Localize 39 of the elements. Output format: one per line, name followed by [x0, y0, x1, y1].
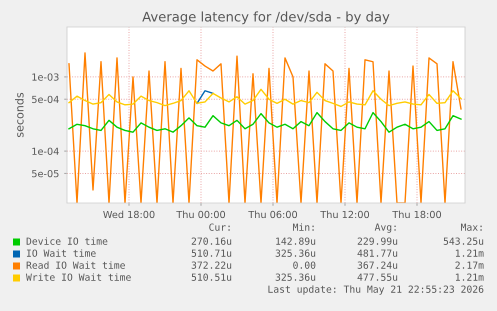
chart-title: Average latency for /dev/sda - by day [142, 11, 390, 24]
y-tick-label: 5e-04 [32, 96, 59, 104]
text: Avg: [374, 224, 396, 233]
x-tick-label: Thu 00:00 [176, 210, 226, 218]
legend-label: Write IO Wait time [26, 273, 131, 281]
text: 2.17m [455, 261, 484, 269]
y-axis-title: seconds [15, 92, 24, 138]
text: 142.89u [276, 237, 316, 245]
legend-label: IO Wait time [26, 249, 96, 257]
text: 510.51u [192, 273, 232, 281]
text: 543.25u [444, 237, 484, 245]
x-tick-label: Thu 18:00 [392, 210, 442, 218]
text: 325.36u [276, 249, 316, 257]
text: Min: [292, 223, 314, 231]
text: 1.21m [456, 249, 484, 257]
text: 510.71u [192, 249, 232, 257]
line-series [68, 52, 462, 203]
y-tick-label: 1e-03 [32, 73, 59, 81]
y-tick-label: 1e-04 [32, 148, 59, 155]
legend-label: Read IO Wait time [26, 261, 125, 269]
text: 1.21m [456, 273, 484, 281]
line-series [68, 112, 462, 133]
x-tick-label: Thu 12:00 [320, 210, 370, 218]
x-tick-label: Thu 06:00 [248, 210, 298, 218]
legend-label: Device IO time [26, 237, 108, 245]
text: 270.16u [192, 237, 232, 245]
text: 372.22u [192, 261, 232, 269]
text: Max: [460, 224, 482, 231]
text: 0.00 [293, 261, 316, 269]
text: 481.77u [358, 249, 398, 257]
text: 325.36u [276, 273, 316, 281]
text: 367.24u [358, 261, 398, 269]
x-tick-label: Wed 18:00 [103, 210, 155, 218]
text: Last update: Thu May 21 22:55:23 2026 [268, 285, 484, 295]
y-tick-label: 5e-05 [32, 170, 59, 178]
text: Cur: [209, 223, 230, 231]
text: 477.55u [358, 274, 398, 281]
line-series [68, 88, 462, 108]
text: 229.99u [358, 237, 398, 245]
